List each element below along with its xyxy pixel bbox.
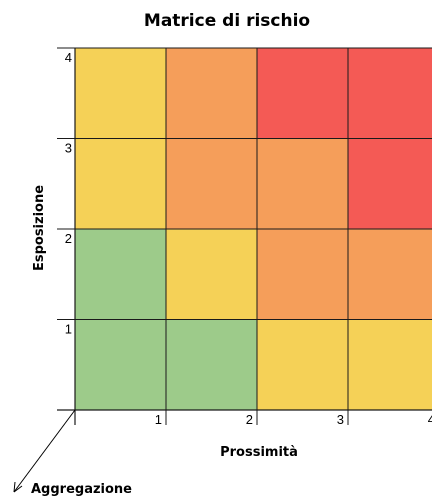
cell-x4-y2 xyxy=(348,229,432,320)
x-axis-ticks: 1 2 3 4 xyxy=(155,412,432,427)
y-tick-label: 1 xyxy=(65,322,72,337)
y-tick-label: 2 xyxy=(65,231,72,246)
z-axis-arrow-icon xyxy=(13,481,23,493)
heatmap-cells xyxy=(75,48,432,410)
x-axis-label: Prossimità xyxy=(220,445,298,460)
y-axis-label: Esposizione xyxy=(32,185,47,271)
y-axis-ticks: 1 2 3 4 xyxy=(65,50,72,337)
cell-x2-y4 xyxy=(166,48,257,139)
y-tick-label: 4 xyxy=(65,50,72,65)
x-tick-label: 4 xyxy=(428,412,432,427)
cell-x1-y4 xyxy=(75,48,166,139)
cell-x2-y2 xyxy=(166,229,257,320)
cell-x3-y1 xyxy=(257,319,348,410)
cell-x3-y4 xyxy=(257,48,348,139)
y-tick-label: 3 xyxy=(65,141,72,156)
cell-x4-y1 xyxy=(348,319,432,410)
cell-x2-y1 xyxy=(166,319,257,410)
cell-x1-y3 xyxy=(75,138,166,229)
cell-x1-y1 xyxy=(75,319,166,410)
x-tick-label: 1 xyxy=(155,412,162,427)
cell-x4-y3 xyxy=(348,138,432,229)
cell-x1-y2 xyxy=(75,229,166,320)
cell-x3-y3 xyxy=(257,138,348,229)
cell-x2-y3 xyxy=(166,138,257,229)
chart-title: Matrice di rischio xyxy=(144,11,310,31)
x-tick-label: 2 xyxy=(246,412,253,427)
grid-lines xyxy=(57,47,432,425)
z-axis-label: Aggregazione xyxy=(31,482,132,497)
x-tick-label: 3 xyxy=(337,412,344,427)
cell-x4-y4 xyxy=(348,48,432,139)
cell-x3-y2 xyxy=(257,229,348,320)
z-axis-line xyxy=(13,409,76,493)
